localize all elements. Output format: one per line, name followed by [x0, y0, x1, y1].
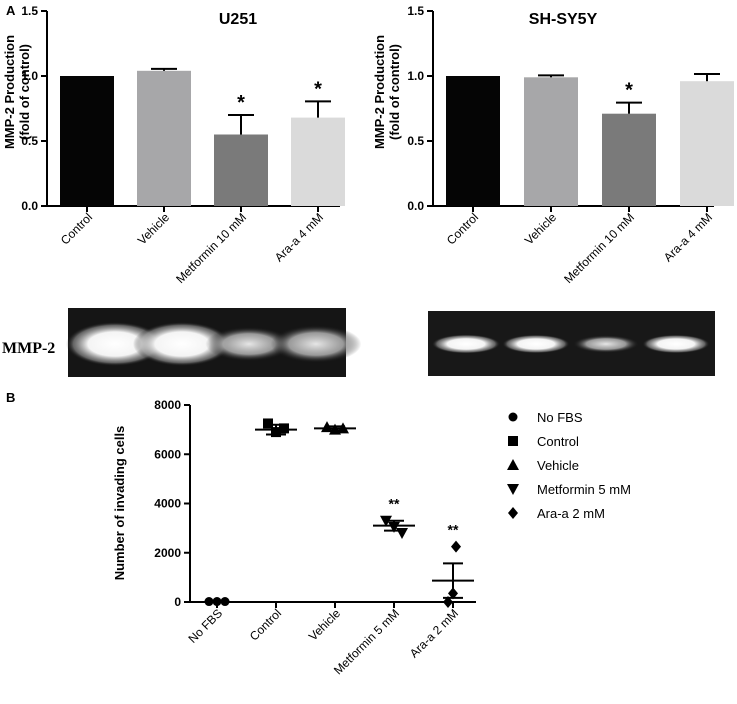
- bar: [214, 134, 268, 206]
- bar: [137, 70, 191, 206]
- x-tick-label: Metformin 10 mM: [561, 210, 637, 286]
- x-tick-label: Ara-a 4 mM: [272, 210, 326, 264]
- blot-band: [573, 335, 639, 353]
- legend-label: Ara-a 2 mM: [537, 506, 605, 521]
- panel-label-b: B: [6, 390, 15, 405]
- legend-label: Control: [537, 434, 579, 449]
- data-point: [508, 507, 518, 519]
- data-point: [451, 540, 461, 553]
- data-point: [508, 412, 518, 422]
- significance-marker: *: [237, 92, 245, 114]
- blot-band: [133, 322, 231, 366]
- y-tick-label: 1.5: [407, 4, 424, 18]
- x-tick-label: Control: [247, 606, 284, 643]
- blot-label: MMP-2: [2, 340, 55, 357]
- significance-marker: **: [389, 496, 400, 512]
- legend: No FBS Control Vehicle Metformin 5 mM Ara-a …: [507, 410, 631, 521]
- data-point: [508, 436, 518, 446]
- x-tick-label: Control: [58, 210, 95, 247]
- data-point: [443, 596, 453, 608]
- shsy5y-zymography-blot: [428, 311, 715, 376]
- data-point: [220, 597, 230, 607]
- bar: [60, 76, 114, 206]
- y-axis-label: MMP-2 Production(fold of control): [2, 35, 32, 149]
- blot-band: [270, 325, 362, 363]
- u251-zymography-blot: MMP-2: [2, 308, 362, 377]
- blot-band: [502, 334, 570, 354]
- blot-band: [642, 334, 710, 354]
- y-tick-label: 2000: [154, 546, 181, 560]
- significance-marker: **: [448, 522, 459, 538]
- y-tick-label: 0.0: [407, 199, 424, 213]
- x-tick-label: Ara-a 2 mM: [407, 606, 461, 660]
- x-tick-label: Vehicle: [522, 210, 559, 247]
- bar: [524, 77, 578, 206]
- shsy5y-bar-chart: SH-SY5Y MMP-2 Production(fold of control…: [372, 4, 734, 286]
- data-point: [204, 597, 214, 607]
- legend-label: No FBS: [537, 410, 583, 425]
- x-tick-label: Ara-a 4 mM: [661, 210, 715, 264]
- legend-label: Vehicle: [537, 458, 579, 473]
- y-axis-label: MMP-2 Production(fold of control): [372, 35, 402, 149]
- x-tick-label: Metformin 10 mM: [173, 210, 249, 286]
- y-tick-label: 6000: [154, 447, 181, 461]
- significance-marker: *: [314, 78, 322, 100]
- data-point: [263, 418, 273, 429]
- y-axis-label: Number of invading cells: [112, 426, 127, 581]
- blot-band: [66, 322, 164, 366]
- y-tick-label: 0.5: [21, 134, 38, 148]
- x-tick-label: Vehicle: [135, 210, 172, 247]
- blot-band: [205, 326, 293, 362]
- legend-label: Metformin 5 mM: [537, 482, 631, 497]
- bar: [446, 76, 500, 206]
- significance-marker: *: [625, 80, 633, 102]
- invasion-dot-plot: Number of invading cells 0 2000 4000 6000 80…: [112, 398, 476, 677]
- blot-band: [431, 334, 501, 354]
- y-tick-label: 1.0: [407, 69, 424, 83]
- data-point: [507, 459, 519, 470]
- data-point: [279, 423, 289, 434]
- y-tick-label: 0.5: [407, 134, 424, 148]
- bar: [680, 81, 734, 206]
- bar: [291, 117, 345, 206]
- bar: [602, 113, 656, 206]
- y-tick-label: 8000: [154, 398, 181, 412]
- data-point: [212, 597, 222, 607]
- x-tick-label: Control: [444, 210, 481, 247]
- chart-title: SH-SY5Y: [529, 11, 598, 28]
- x-tick-label: Vehicle: [306, 606, 343, 643]
- data-point: [507, 484, 519, 495]
- x-tick-label: No FBS: [186, 606, 226, 646]
- y-tick-label: 4000: [154, 497, 181, 511]
- y-tick-label: 0: [174, 595, 181, 609]
- chart-title: U251: [219, 11, 257, 28]
- panel-label-a: A: [6, 3, 16, 18]
- y-tick-label: 1.5: [21, 4, 38, 18]
- y-tick-label: 1.0: [21, 69, 38, 83]
- y-tick-label: 0.0: [21, 199, 38, 213]
- u251-bar-chart: U251 MMP-2 Production(fold of control) 0…: [2, 4, 345, 286]
